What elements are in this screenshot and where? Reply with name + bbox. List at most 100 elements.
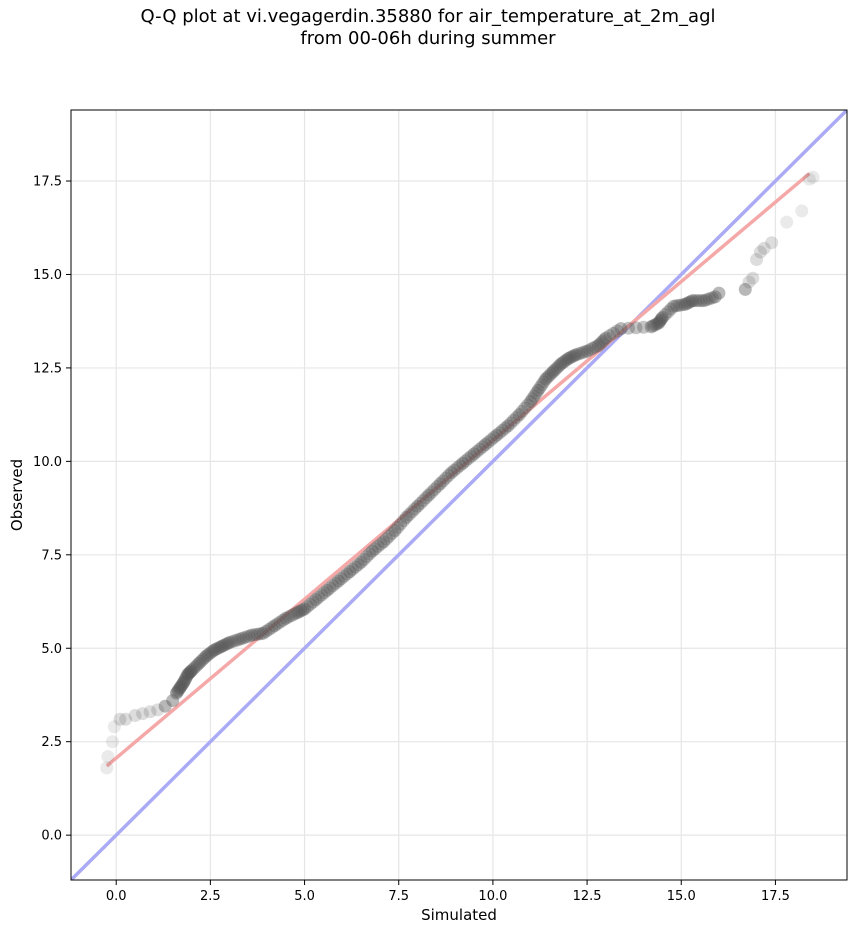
data-point-dense [658, 308, 672, 322]
data-point [101, 750, 115, 764]
data-point [753, 245, 767, 259]
data-point-dense [461, 452, 475, 466]
data-point [354, 555, 368, 569]
data-point-dense [334, 572, 348, 586]
data-point-dense [525, 392, 539, 406]
data-point-dense [225, 635, 239, 649]
data-point-dense [563, 351, 577, 365]
data-point-dense [650, 317, 664, 331]
data-point [750, 253, 764, 267]
y-tick-label: 15.0 [33, 268, 62, 283]
reference-line [71, 110, 847, 880]
data-point [207, 643, 221, 657]
data-point-dense [273, 615, 287, 629]
data-point [267, 619, 281, 633]
y-tick-label: 0.0 [41, 829, 62, 844]
data-point-dense [391, 520, 405, 534]
data-point [501, 419, 515, 433]
data-point-dense [190, 658, 204, 672]
data-point-dense [705, 291, 719, 305]
data-point-dense [329, 576, 343, 590]
data-point-dense [518, 401, 532, 415]
data-point-dense [684, 295, 698, 309]
x-tick-label: 2.5 [200, 889, 221, 904]
data-point-dense [574, 346, 588, 360]
data-point [105, 735, 119, 749]
chart-title: Q-Q plot at vi.vegagerdin.35880 for air_… [0, 6, 856, 50]
data-point-dense [593, 337, 607, 351]
data-point-dense [287, 607, 301, 621]
points-layer [100, 170, 820, 775]
data-point [795, 204, 809, 218]
data-point-dense [654, 312, 668, 326]
data-point [151, 703, 165, 717]
data-point [686, 294, 700, 308]
data-point-dense [357, 552, 371, 566]
data-point-dense [228, 634, 242, 648]
data-point [100, 761, 114, 775]
data-point-dense [537, 375, 551, 389]
data-point-dense [348, 560, 362, 574]
data-point-dense [473, 442, 487, 456]
data-point [309, 593, 323, 607]
data-point-dense [201, 647, 215, 661]
data-point [411, 499, 425, 513]
data-point-dense [368, 542, 382, 556]
data-point-dense [282, 610, 296, 624]
data-point-dense [535, 378, 549, 392]
data-point-dense [382, 529, 396, 543]
y-tick-label: 7.5 [41, 548, 62, 563]
data-point [399, 510, 413, 524]
data-point [765, 236, 779, 250]
data-point-dense [597, 333, 611, 347]
data-point-dense [476, 440, 490, 454]
data-point-dense [661, 305, 675, 319]
data-point-dense [504, 416, 518, 430]
grid [71, 110, 847, 880]
data-point-dense [312, 590, 326, 604]
data-point-dense [209, 642, 223, 656]
data-point-dense [198, 651, 212, 665]
data-point-dense [315, 588, 329, 602]
data-point-dense [664, 302, 678, 316]
data-point [128, 709, 142, 723]
data-point-dense [174, 679, 188, 693]
data-point [561, 352, 575, 366]
data-point [712, 286, 726, 300]
data-point-dense [296, 603, 310, 617]
data-point [192, 656, 206, 670]
data-point-dense [259, 624, 273, 638]
data-point-dense [203, 646, 217, 660]
x-tick-label: 7.5 [388, 889, 409, 904]
data-point-dense [413, 496, 427, 510]
data-point [614, 322, 628, 336]
y-tick-label: 2.5 [41, 735, 62, 750]
data-point-dense [236, 631, 250, 645]
data-point [215, 639, 229, 653]
data-point [569, 348, 583, 362]
data-point [433, 477, 447, 491]
data-point-dense [186, 662, 200, 676]
data-point-dense [694, 294, 708, 308]
data-point [742, 275, 756, 289]
data-point [524, 395, 538, 409]
data-point [245, 628, 259, 642]
fit-line-layer [105, 172, 811, 768]
data-point-dense [637, 320, 651, 334]
data-point [181, 667, 195, 681]
data-point [467, 447, 481, 461]
data-point [298, 602, 312, 616]
data-point-dense [700, 293, 714, 307]
data-point [580, 344, 594, 358]
x-tick-label: 15.0 [667, 889, 696, 904]
x-tick-label: 0.0 [106, 889, 127, 904]
data-point-dense [436, 474, 450, 488]
data-point-dense [556, 356, 570, 370]
data-point-dense [326, 579, 340, 593]
data-point-dense [360, 550, 374, 564]
y-axis-ticks: 0.0 2.5 5.0 7.5 10.0 12.5 15.0 17.5 [33, 175, 71, 844]
data-point [119, 712, 133, 726]
data-point [456, 456, 470, 470]
data-point-dense [481, 435, 495, 449]
